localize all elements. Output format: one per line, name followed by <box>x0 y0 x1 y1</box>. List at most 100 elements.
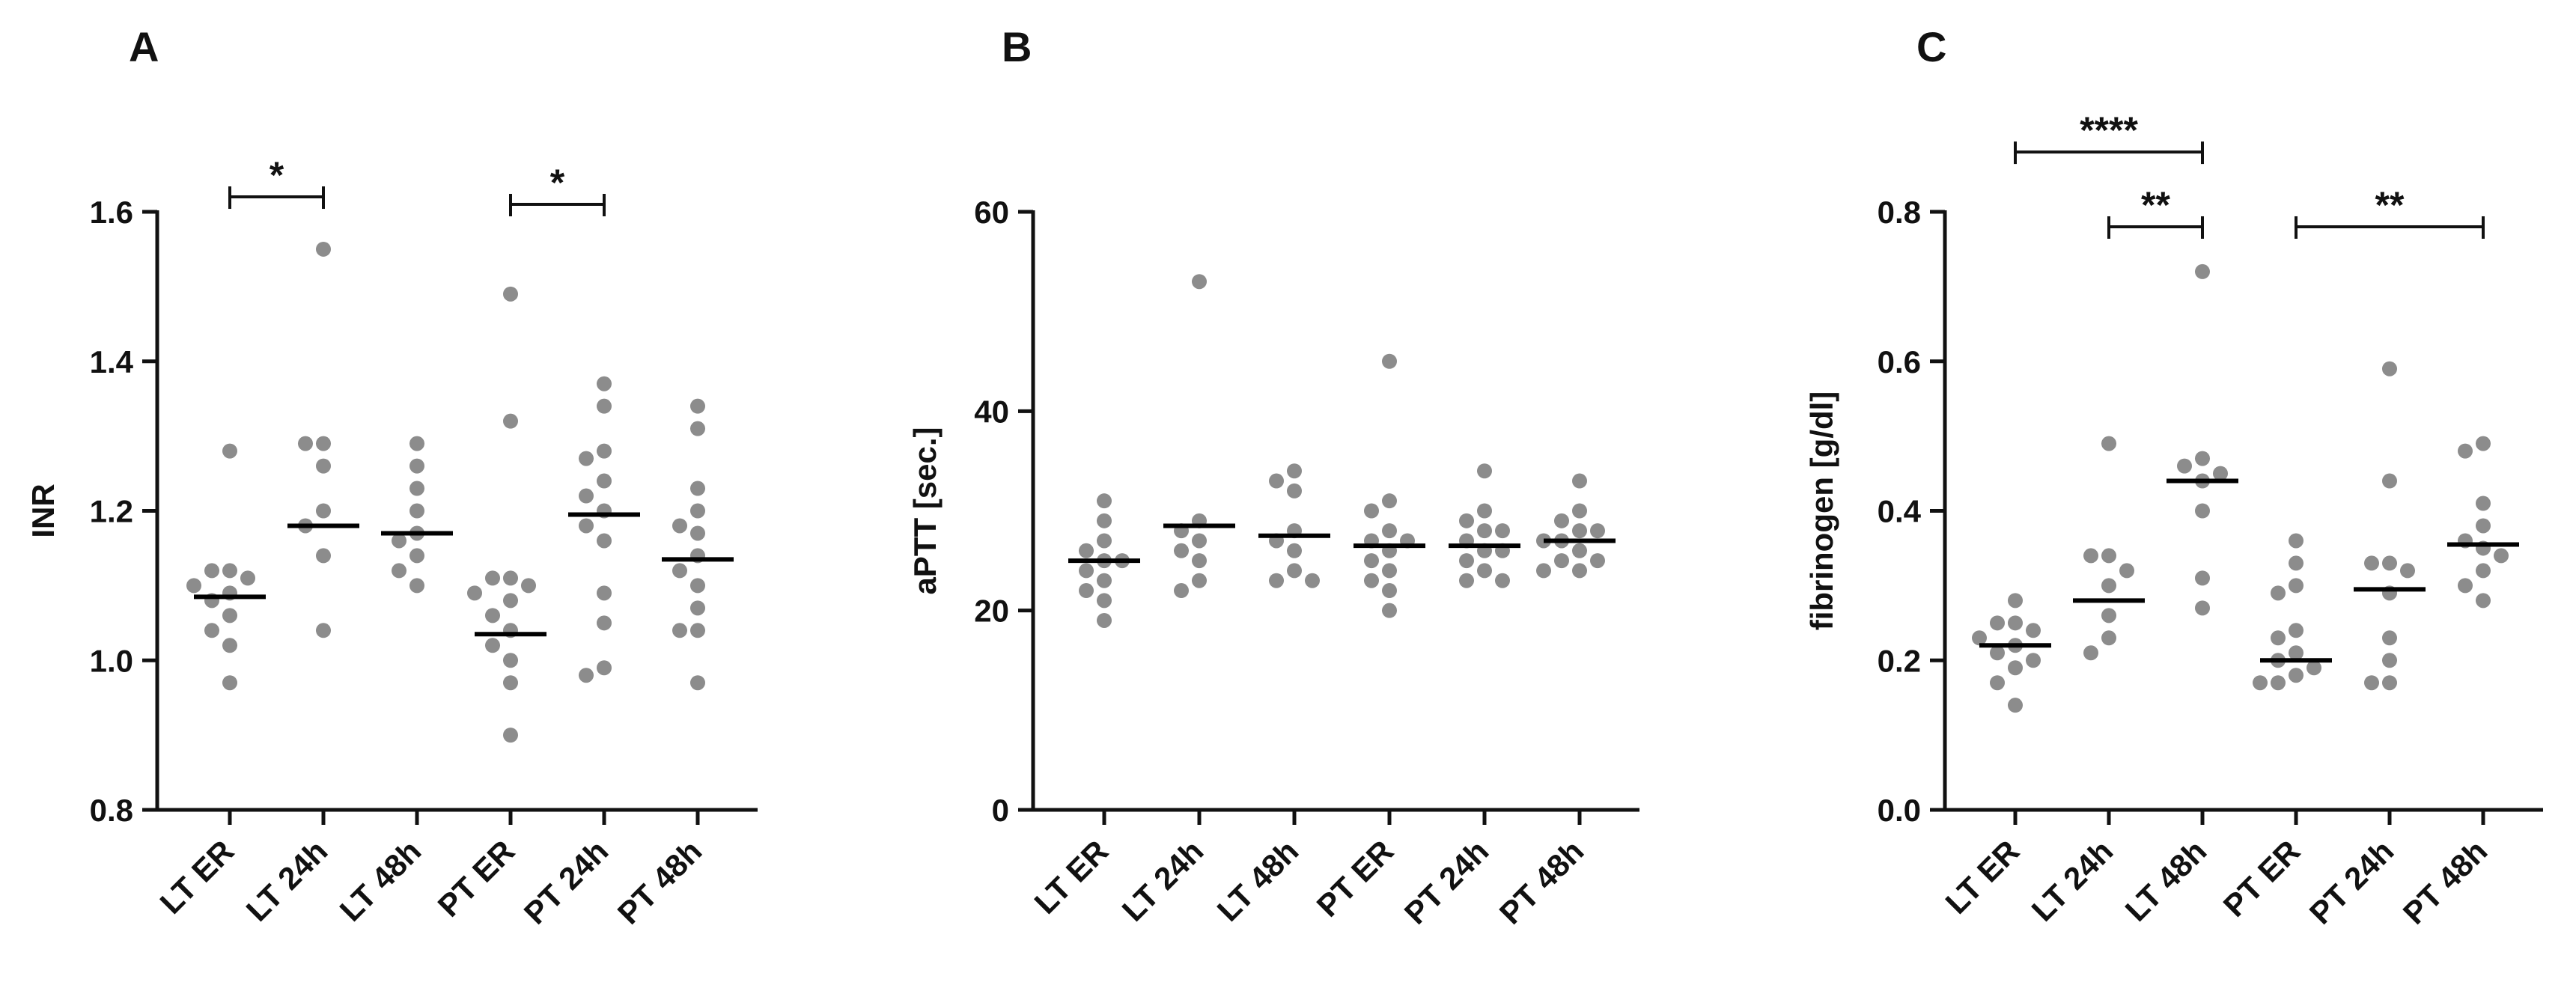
data-point <box>1382 353 1397 369</box>
data-point <box>1459 513 1474 528</box>
data-point <box>597 660 612 676</box>
data-point <box>1287 563 1302 579</box>
data-point <box>2008 615 2023 631</box>
data-point <box>597 376 612 391</box>
data-point <box>1990 615 2005 631</box>
significance-label: * <box>270 154 284 196</box>
data-point <box>2271 630 2286 646</box>
data-point <box>409 548 424 564</box>
significance-label: ** <box>2375 184 2405 226</box>
x-tick-label: LT 24h <box>1115 833 1211 928</box>
data-point <box>1495 573 1510 588</box>
data-point <box>1572 523 1587 539</box>
data-point <box>1097 533 1112 549</box>
data-point <box>579 518 594 534</box>
data-point <box>579 488 594 504</box>
x-tick-label: LT 24h <box>2025 833 2120 928</box>
data-point <box>2195 451 2210 466</box>
data-point <box>204 623 219 638</box>
y-tick-label: 0.6 <box>1878 344 1921 379</box>
data-point <box>2119 563 2134 579</box>
panel-letter: B <box>1002 23 1032 70</box>
data-point <box>1382 493 1397 509</box>
data-point <box>690 578 705 594</box>
data-point <box>579 668 594 683</box>
data-point <box>222 675 237 691</box>
y-tick-label: 1.6 <box>90 195 133 230</box>
data-point <box>1572 563 1587 579</box>
data-point <box>2289 578 2304 594</box>
data-point <box>2289 668 2304 683</box>
y-axis-title: fibrinogen [g/dl] <box>1804 391 1839 631</box>
x-tick-label: PT 48h <box>611 833 709 931</box>
x-tick-label: PT ER <box>431 833 522 924</box>
data-point <box>2458 443 2473 459</box>
data-point <box>2364 675 2379 691</box>
data-point <box>2400 563 2415 579</box>
data-point <box>204 563 219 579</box>
y-tick-label: 60 <box>974 195 1009 230</box>
x-tick-label: PT 24h <box>2303 833 2401 931</box>
data-point <box>409 436 424 451</box>
data-point <box>1097 573 1112 588</box>
data-point <box>690 398 705 414</box>
data-point <box>1269 573 1284 588</box>
data-point <box>2476 593 2491 609</box>
y-tick-label: 40 <box>974 394 1009 429</box>
data-point <box>467 585 482 601</box>
y-tick-label: 0.8 <box>90 793 133 828</box>
data-point <box>2195 570 2210 586</box>
data-point <box>1477 463 1492 479</box>
data-point <box>2382 653 2397 668</box>
data-point <box>503 728 518 743</box>
data-point <box>1079 543 1094 558</box>
data-point <box>1097 593 1112 609</box>
data-point <box>1572 543 1587 558</box>
panel-letter: A <box>129 23 159 70</box>
x-tick-label: PT 24h <box>517 833 615 931</box>
data-point <box>1079 563 1094 579</box>
data-point <box>1364 573 1379 588</box>
data-point <box>672 563 687 579</box>
data-point <box>503 413 518 429</box>
data-point <box>1174 583 1189 599</box>
data-point <box>1287 543 1302 558</box>
data-point <box>2364 555 2379 571</box>
data-point <box>597 585 612 601</box>
data-point <box>1477 563 1492 579</box>
data-point <box>597 473 612 489</box>
data-point <box>2195 600 2210 616</box>
data-point <box>1554 513 1569 528</box>
data-point <box>316 548 331 564</box>
x-tick-label: LT 48h <box>2119 833 2214 928</box>
data-point <box>1364 553 1379 569</box>
data-point <box>1590 553 1605 569</box>
x-tick-label: PT 48h <box>1493 833 1591 931</box>
x-tick-label: LT 48h <box>1211 833 1306 928</box>
data-point <box>392 563 407 579</box>
data-point <box>1990 675 2005 691</box>
data-point <box>672 623 687 638</box>
data-point <box>597 533 612 549</box>
data-point <box>2494 548 2509 564</box>
data-point <box>2382 675 2397 691</box>
data-point <box>2289 533 2304 549</box>
data-point <box>2476 496 2491 511</box>
data-point <box>690 525 705 541</box>
y-tick-label: 0.0 <box>1878 793 1921 828</box>
x-tick-label: LT ER <box>1939 833 2027 921</box>
data-point <box>222 443 237 459</box>
data-point <box>2289 645 2304 661</box>
data-point <box>2101 436 2116 451</box>
data-point <box>1382 523 1397 539</box>
data-point <box>2177 458 2192 474</box>
data-point <box>409 458 424 474</box>
y-tick-label: 1.4 <box>90 344 134 379</box>
data-point <box>672 518 687 534</box>
significance-label: * <box>550 162 565 204</box>
data-point <box>409 503 424 519</box>
y-tick-label: 0.4 <box>1878 494 1922 529</box>
data-point <box>1269 473 1284 489</box>
data-point <box>2253 675 2268 691</box>
